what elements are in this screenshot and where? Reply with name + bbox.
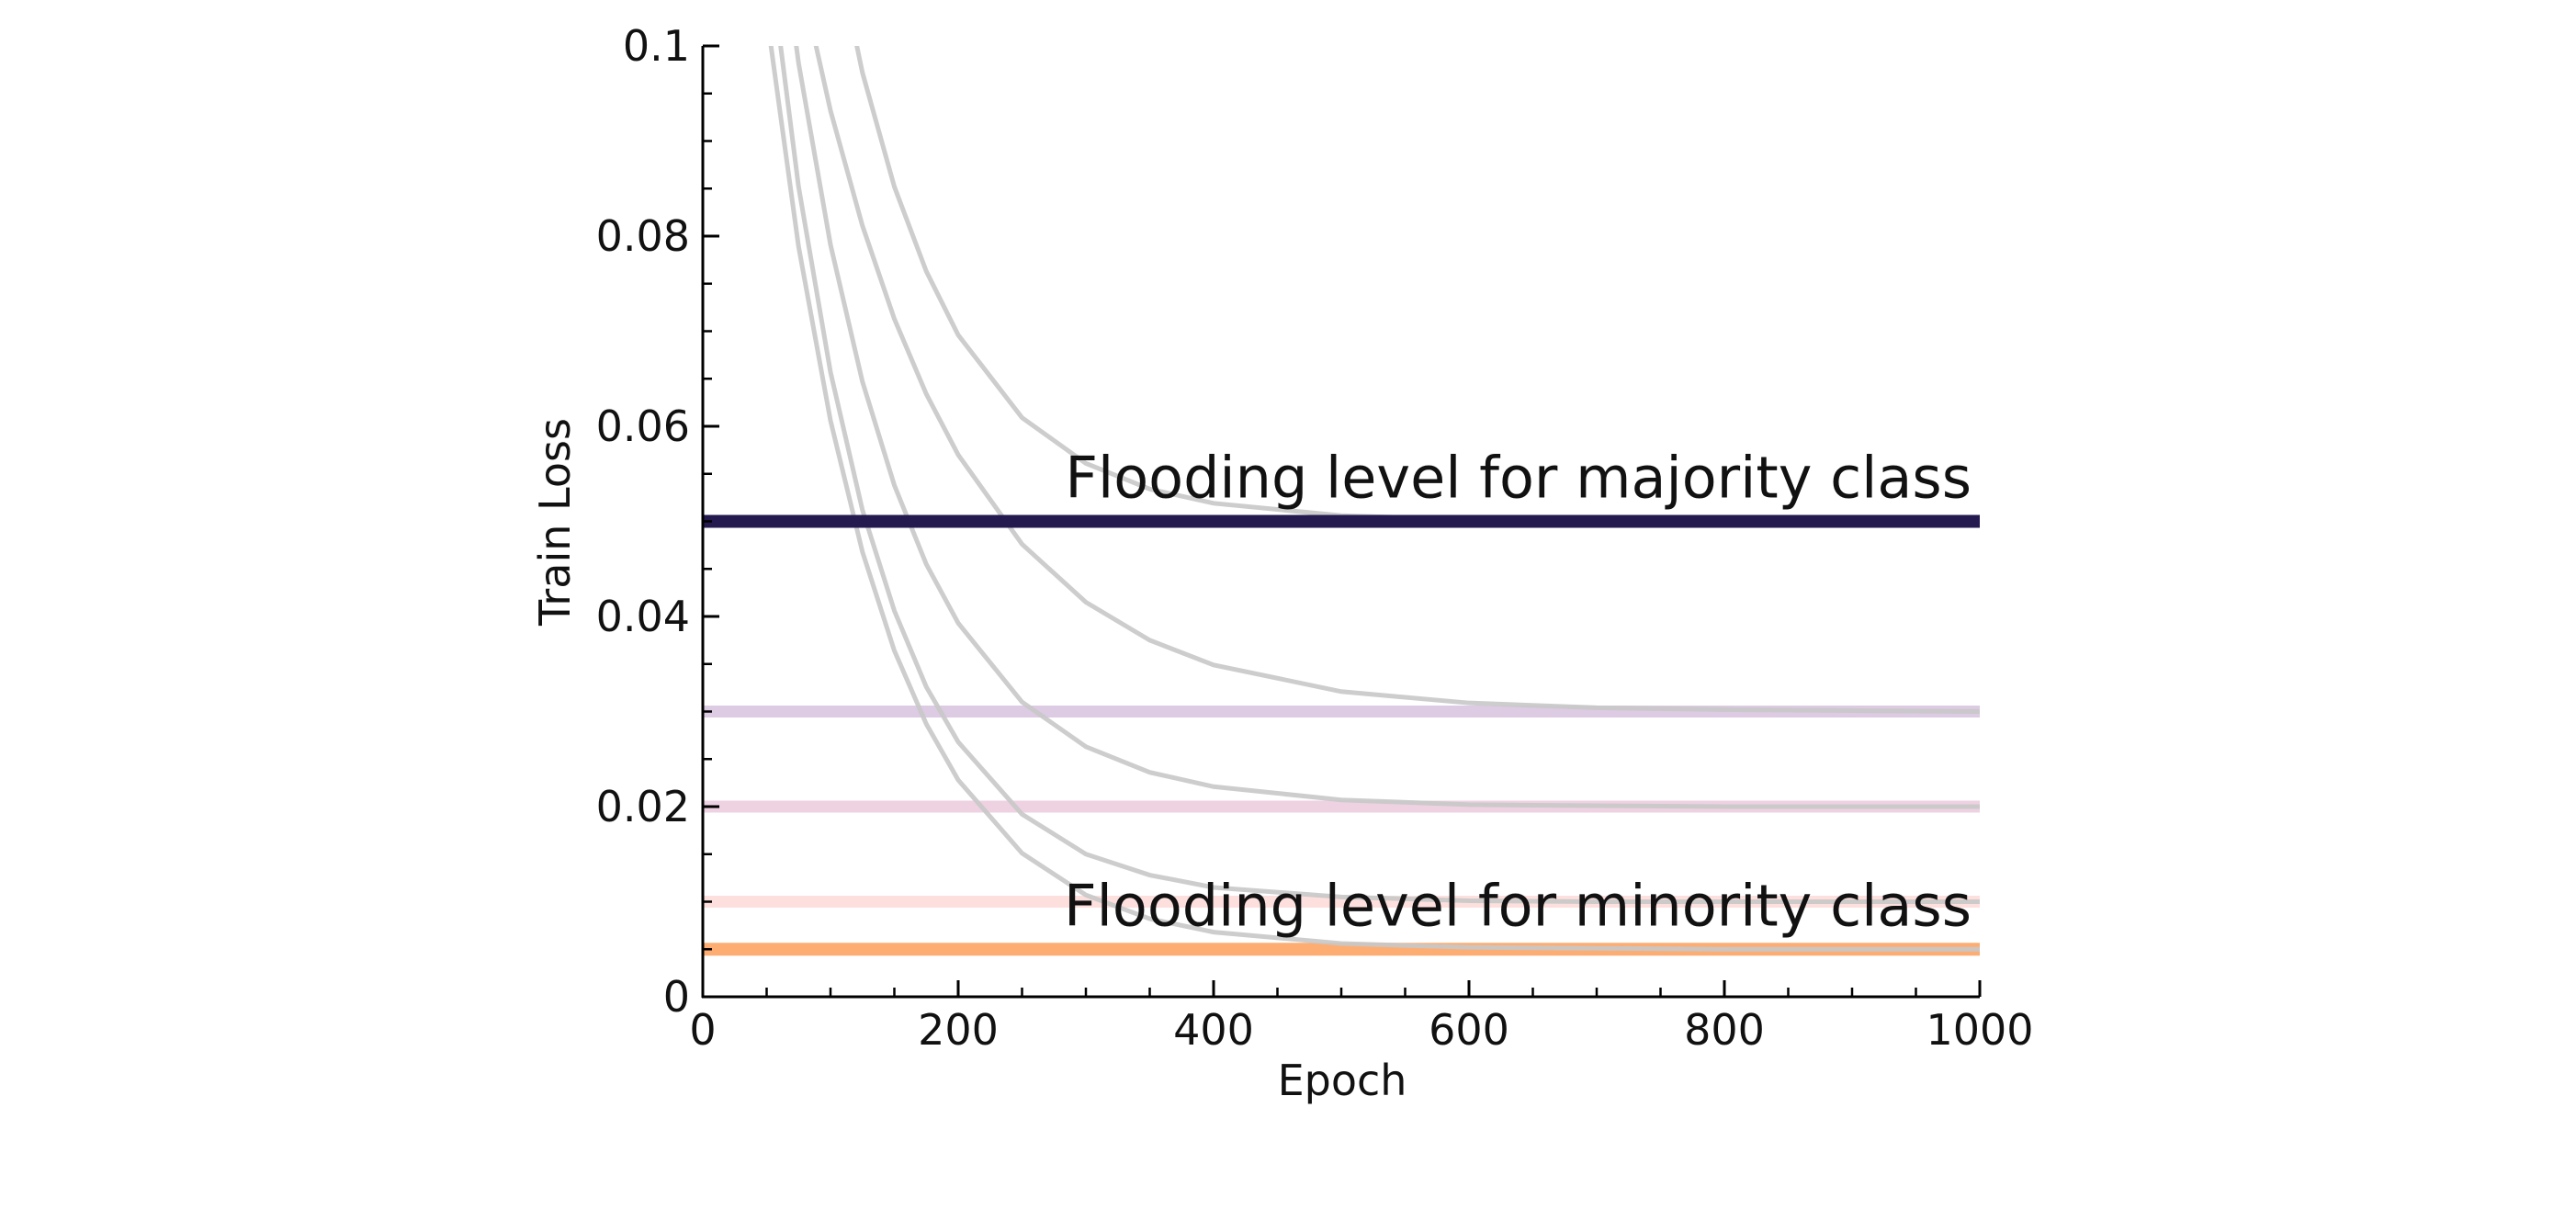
y-tick-label: 0 — [663, 972, 690, 1022]
loss-curve — [794, 46, 1980, 809]
loss-curve — [768, 46, 1980, 952]
annotation: Flooding level for minority class — [1064, 872, 1972, 939]
loss-curve — [778, 46, 1980, 904]
y-tick-label: 0.02 — [596, 782, 690, 831]
y-axis-label: Train Loss — [530, 418, 580, 627]
y-tick-label: 0.1 — [623, 21, 690, 71]
loss-curve — [854, 46, 1980, 524]
x-tick-label: 400 — [1173, 1005, 1254, 1055]
x-tick-label: 600 — [1429, 1005, 1509, 1055]
x-tick-label: 200 — [918, 1005, 999, 1055]
x-axis-label: Epoch — [1278, 1056, 1407, 1105]
loss-curve — [813, 46, 1980, 714]
annotation: Flooding level for majority class — [1065, 445, 1972, 512]
x-tick-label: 1000 — [1926, 1005, 2033, 1055]
y-tick-label: 0.08 — [596, 211, 690, 261]
x-tick-label: 0 — [689, 1005, 716, 1055]
y-tick-label: 0.04 — [596, 592, 690, 641]
x-tick-label: 800 — [1684, 1005, 1765, 1055]
y-tick-label: 0.06 — [596, 401, 690, 451]
